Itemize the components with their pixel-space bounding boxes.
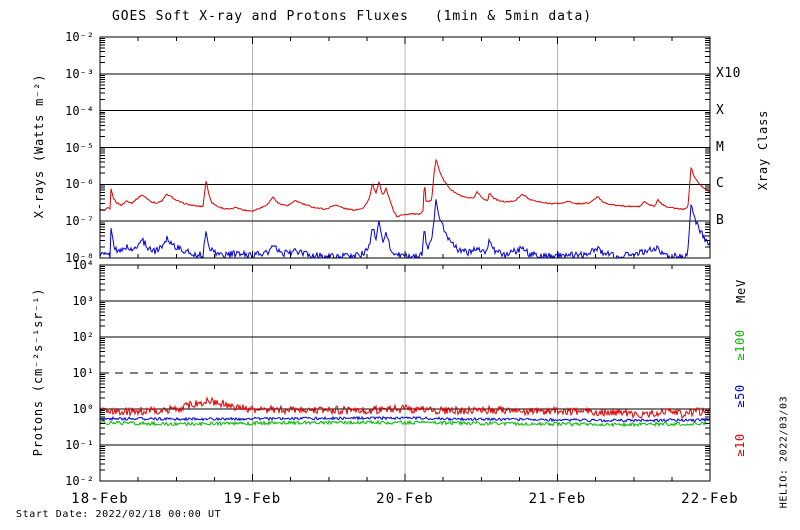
proton-energy-label: ≥10 <box>733 433 747 457</box>
start-date-label: Start Date: 2022/02/18 00:00 UT <box>16 509 222 520</box>
xray-axes <box>99 36 711 259</box>
xtick-label: 22-Feb <box>681 491 739 507</box>
xtick-label: 21-Feb <box>528 491 587 507</box>
protons-ytick-label: 10⁻² <box>65 474 94 488</box>
protons-ge10-flux <box>100 396 710 419</box>
xray-class-label: X10 <box>716 65 741 81</box>
xtick-label: 18-Feb <box>71 491 129 507</box>
xray-ytick-label: 10⁻⁵ <box>65 140 94 155</box>
protons-gridlines <box>100 265 710 481</box>
protons-series <box>100 396 710 428</box>
protons-ge50-flux <box>100 415 710 423</box>
proton-energy-label: ≥50 <box>733 384 747 408</box>
chart-title: GOES Soft X-ray and Protons Fluxes (1min… <box>112 9 592 24</box>
xray-ytick-label: 10⁻² <box>65 30 94 44</box>
xray-class-label: X <box>716 102 725 118</box>
protons-ytick-label: 10⁰ <box>72 402 94 416</box>
proton-energy-axis-title: MeV <box>734 278 748 304</box>
protons-ytick-label: 10¹ <box>72 366 94 380</box>
xray-ytick-label: 10⁻⁶ <box>65 177 94 192</box>
protons-axes <box>99 264 711 482</box>
proton-energy-label: ≥100 <box>733 329 747 361</box>
xray-ytick-label: 10⁻⁴ <box>65 103 94 118</box>
protons-ytick-label: 10⁴ <box>72 258 94 272</box>
xray-class-axis-title: Xray Class <box>756 109 770 191</box>
protons-ge100-flux <box>100 419 710 428</box>
xray-class-label: B <box>716 213 725 229</box>
xray-ytick-label: 10⁻⁷ <box>65 214 94 229</box>
xray-class-label: C <box>716 176 725 192</box>
xtick-label: 19-Feb <box>223 491 282 507</box>
xtick-label: 20-Feb <box>376 491 434 507</box>
xray-gridlines <box>100 37 710 258</box>
xray-long-flux <box>100 158 710 218</box>
protons-ytick-label: 10² <box>72 330 94 344</box>
protons-ytick-label: 10³ <box>72 294 94 308</box>
xray-class-label: M <box>716 139 725 155</box>
credit-label: HELIO: 2022/03/03 <box>778 395 790 509</box>
protons-ytick-label: 10⁻¹ <box>65 438 94 452</box>
xray-ytick-label: 10⁻⁸ <box>65 251 94 265</box>
xray-ytick-label: 10⁻³ <box>65 66 94 81</box>
